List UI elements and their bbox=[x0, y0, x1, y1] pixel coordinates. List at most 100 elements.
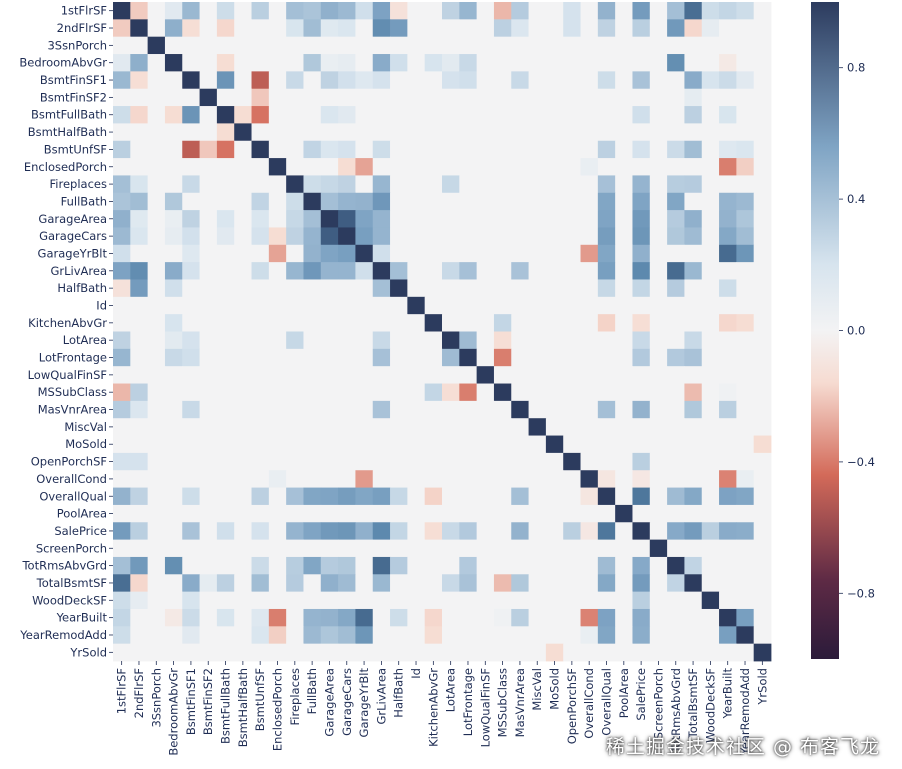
heatmap-cell bbox=[493, 556, 512, 575]
y-tick-label: YearRemodAdd bbox=[19, 628, 107, 642]
heatmap-cell bbox=[753, 71, 772, 90]
heatmap-cell bbox=[338, 314, 356, 332]
x-tick-label: MiscVal bbox=[530, 668, 544, 711]
heatmap-cell bbox=[632, 348, 651, 367]
heatmap-cell bbox=[234, 106, 252, 124]
heatmap-cell bbox=[563, 556, 581, 575]
heatmap-cell bbox=[580, 88, 599, 107]
heatmap-cell bbox=[684, 314, 703, 332]
heatmap-cell bbox=[130, 418, 149, 436]
heatmap-cell bbox=[580, 36, 599, 55]
heatmap-cell bbox=[268, 591, 287, 610]
heatmap-cell bbox=[147, 19, 166, 38]
heatmap-cell bbox=[667, 418, 685, 436]
heatmap-cell bbox=[493, 366, 512, 384]
heatmap-cell bbox=[476, 608, 495, 627]
heatmap-cell bbox=[753, 314, 772, 332]
heatmap-cell bbox=[597, 331, 616, 350]
heatmap-cell bbox=[390, 262, 408, 280]
heatmap-cell bbox=[303, 435, 322, 454]
heatmap-cell bbox=[632, 366, 651, 384]
heatmap-cell bbox=[234, 522, 252, 540]
heatmap-cell bbox=[649, 574, 668, 593]
colorbar-tick-label: −0.8 bbox=[847, 586, 875, 600]
heatmap-cell bbox=[251, 504, 270, 523]
heatmap-cell bbox=[338, 54, 356, 72]
heatmap-cell bbox=[580, 608, 599, 627]
heatmap-cell bbox=[493, 400, 512, 419]
heatmap-cell bbox=[424, 19, 443, 38]
heatmap-cell bbox=[268, 470, 287, 488]
heatmap-cell bbox=[355, 522, 374, 540]
heatmap-cell bbox=[303, 140, 322, 159]
heatmap-cell bbox=[563, 314, 581, 332]
heatmap-cell bbox=[649, 331, 668, 350]
heatmap-cell bbox=[442, 123, 460, 142]
heatmap-cell bbox=[216, 539, 235, 558]
heatmap-cell bbox=[442, 279, 460, 298]
heatmap-cell bbox=[338, 158, 356, 176]
heatmap-cell bbox=[442, 175, 460, 194]
heatmap-cell bbox=[563, 470, 581, 488]
heatmap-cell bbox=[493, 539, 512, 558]
heatmap-cell bbox=[303, 158, 322, 176]
heatmap-cell bbox=[320, 452, 339, 471]
heatmap-cell bbox=[390, 36, 408, 55]
heatmap-cell bbox=[216, 591, 235, 610]
heatmap-cell bbox=[113, 383, 131, 402]
heatmap-cell bbox=[459, 36, 478, 55]
heatmap-cell bbox=[182, 504, 200, 523]
heatmap-cell bbox=[580, 504, 599, 523]
heatmap-cell bbox=[182, 123, 200, 142]
heatmap-cell bbox=[390, 539, 408, 558]
heatmap-cell bbox=[442, 140, 460, 159]
heatmap-cell bbox=[424, 556, 443, 575]
heatmap-cell bbox=[407, 88, 426, 107]
heatmap-cell bbox=[424, 539, 443, 558]
heatmap-cell bbox=[511, 2, 529, 20]
heatmap-cell bbox=[286, 227, 304, 246]
heatmap-cell bbox=[615, 504, 633, 523]
heatmap-cell bbox=[320, 106, 339, 124]
heatmap-cell bbox=[390, 158, 408, 176]
heatmap-cell bbox=[130, 383, 149, 402]
heatmap-cell bbox=[701, 19, 720, 38]
heatmap-cell bbox=[320, 643, 339, 662]
heatmap-cell bbox=[476, 348, 495, 367]
heatmap-cell bbox=[338, 539, 356, 558]
heatmap-cell bbox=[684, 331, 703, 350]
heatmap-cell bbox=[736, 539, 755, 558]
heatmap-cell bbox=[216, 88, 235, 107]
heatmap-cell bbox=[476, 71, 495, 90]
heatmap-cell bbox=[338, 435, 356, 454]
heatmap-cell bbox=[286, 2, 304, 20]
heatmap-cell bbox=[459, 279, 478, 298]
heatmap-cell bbox=[580, 175, 599, 194]
heatmap-cell bbox=[667, 279, 685, 298]
heatmap-cell bbox=[286, 296, 304, 315]
heatmap-cell bbox=[667, 522, 685, 540]
heatmap-cell bbox=[268, 331, 287, 350]
heatmap-cell bbox=[545, 400, 564, 419]
heatmap-cell bbox=[130, 435, 149, 454]
heatmap-cell bbox=[147, 539, 166, 558]
heatmap-cell bbox=[303, 366, 322, 384]
heatmap-cell bbox=[511, 192, 529, 211]
heatmap-cell bbox=[390, 400, 408, 419]
heatmap-cell bbox=[580, 400, 599, 419]
heatmap-cell bbox=[649, 435, 668, 454]
heatmap-cell bbox=[320, 54, 339, 72]
heatmap-cell bbox=[632, 418, 651, 436]
heatmap-cell bbox=[476, 19, 495, 38]
heatmap-cell bbox=[164, 626, 183, 645]
heatmap-cell bbox=[580, 626, 599, 645]
heatmap-cell bbox=[147, 314, 166, 332]
heatmap-cell bbox=[216, 470, 235, 488]
heatmap-cell bbox=[493, 487, 512, 506]
heatmap-cell bbox=[130, 140, 149, 159]
heatmap-cell bbox=[303, 88, 322, 107]
heatmap-cell bbox=[615, 487, 633, 506]
heatmap-cell bbox=[528, 539, 547, 558]
y-tick-label: BsmtFinSF1 bbox=[40, 73, 107, 87]
heatmap-cell bbox=[355, 71, 374, 90]
